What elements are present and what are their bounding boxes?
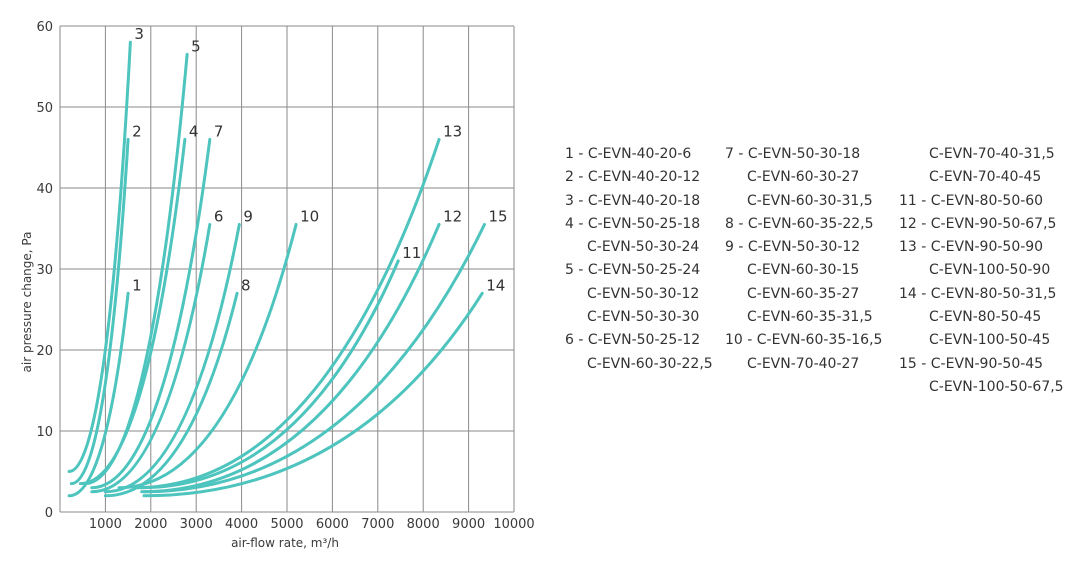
legend-entry: 3 - C-EVN-40-20-18: [565, 192, 701, 209]
legend-entry: 12 - C-EVN-90-50-67,5: [899, 215, 1057, 232]
y-axis-label: air pressure change, Pa: [20, 232, 34, 373]
legend-entry: C-EVN-100-50-90: [929, 262, 1051, 279]
legend-entry: C-EVN-60-35-27: [747, 285, 860, 302]
x-tick-label: 8000: [407, 517, 440, 532]
legend-column-3: C-EVN-70-40-31,5 C-EVN-70-40-45 11 - C-EVN…: [899, 143, 1064, 399]
legend-column-2: 7 - C-EVN-50-30-18 C-EVN-60-30-27 C-EVN-60…: [725, 143, 882, 376]
legend-entry: 1 - C-EVN-40-20-6: [565, 146, 692, 162]
legend-entry: C-EVN-60-30-27: [747, 169, 860, 186]
curve-15: [142, 222, 486, 494]
legend-entry: 14 - C-EVN-80-50-31,5: [899, 285, 1057, 302]
legend-entry: C-EVN-60-30-15: [747, 262, 860, 279]
curve-label-2: 2: [132, 122, 142, 140]
legend-entry: C-EVN-70-40-31,5: [929, 146, 1055, 162]
x-tick-label: 7000: [361, 517, 394, 532]
legend-entry: 5 - C-EVN-50-25-24: [565, 262, 701, 279]
legend-entry: 4 - C-EVN-50-25-18: [565, 215, 701, 232]
curve-label-1: 1: [132, 276, 142, 294]
legend-entry: C-EVN-80-50-45: [929, 309, 1042, 326]
curve-10: [117, 222, 298, 490]
y-tick-label: 20: [36, 344, 53, 359]
curve-label-12: 12: [443, 207, 462, 225]
legend-entry: C-EVN-50-30-12: [587, 285, 700, 302]
x-tick-label: 2000: [134, 517, 167, 532]
legend-entry: C-EVN-70-40-45: [929, 169, 1042, 186]
curve-2: [69, 137, 130, 486]
y-tick-label: 60: [36, 20, 53, 35]
x-axis-label: air-flow rate, m³/h: [231, 536, 339, 550]
legend-entry: 8 - C-EVN-60-35-22,5: [725, 215, 874, 232]
curve-label-6: 6: [214, 207, 224, 225]
curve-1: [67, 291, 130, 498]
curve-11: [140, 259, 400, 490]
legend-entry: 10 - C-EVN-60-35-16,5: [725, 332, 883, 349]
y-tick-label: 40: [36, 182, 53, 197]
x-tick-label: 4000: [225, 517, 258, 532]
curve-label-4: 4: [189, 122, 199, 140]
curve-4: [78, 137, 187, 486]
curve-label-7: 7: [214, 122, 224, 140]
legend-entry: 9 - C-EVN-50-30-12: [725, 239, 861, 256]
y-tick-label: 10: [36, 425, 53, 440]
curve-14: [142, 291, 484, 498]
curve-label-14: 14: [486, 276, 505, 294]
curve-label-11: 11: [402, 244, 421, 262]
curve-8: [103, 291, 239, 498]
x-tick-label: 3000: [180, 517, 213, 532]
x-tick-label: 9000: [452, 517, 485, 532]
legend-entry: C-EVN-60-30-22,5: [587, 355, 713, 372]
curve-6: [90, 222, 212, 494]
curve-label-8: 8: [241, 276, 251, 294]
legend-entry: C-EVN-100-50-67,5: [929, 378, 1064, 395]
legend-column-1: 1 - C-EVN-40-20-6 2 - C-EVN-40-20-12 3 - C…: [565, 143, 713, 376]
legend-entry: 7 - C-EVN-50-30-18: [725, 146, 861, 162]
curve-label-13: 13: [443, 122, 462, 140]
x-tick-label: 1000: [89, 517, 122, 532]
legend-entry: C-EVN-70-40-27: [747, 355, 860, 372]
legend-entry: C-EVN-100-50-45: [929, 332, 1051, 349]
legend-entry: 6 - C-EVN-50-25-12: [565, 332, 701, 349]
legend-entry: C-EVN-60-35-31,5: [747, 309, 873, 326]
x-tick-label: 6000: [316, 517, 349, 532]
y-tick-label: 0: [45, 506, 53, 521]
curve-label-15: 15: [488, 207, 507, 225]
curve-13: [133, 137, 441, 490]
curve-7: [90, 137, 212, 490]
legend-entry: 11 - C-EVN-80-50-60: [899, 192, 1044, 209]
legend-entry: 2 - C-EVN-40-20-12: [565, 169, 701, 186]
x-tick-label: 5000: [270, 517, 303, 532]
legend-entry: C-EVN-50-30-30: [587, 309, 700, 326]
curve-5: [83, 52, 189, 486]
curve-3: [67, 40, 132, 473]
chart-ticks: 1000 2000 3000 4000 5000 6000 7000 8000 9000 1000…: [36, 20, 534, 532]
legend-entry: C-EVN-60-30-31,5: [747, 192, 873, 209]
legend-entry: C-EVN-50-30-24: [587, 239, 700, 256]
y-tick-label: 30: [36, 263, 53, 278]
legend-entry: 13 - C-EVN-90-50-90: [899, 239, 1044, 256]
y-tick-label: 50: [36, 101, 53, 116]
legend-entry: 15 - C-EVN-90-50-45: [899, 355, 1044, 372]
x-tick-label: 10000: [493, 517, 534, 532]
curve-label-5: 5: [191, 37, 201, 55]
curve-label-9: 9: [243, 207, 253, 225]
curve-label-10: 10: [300, 207, 319, 225]
curve-label-3: 3: [134, 25, 144, 43]
curve-12: [140, 222, 441, 494]
